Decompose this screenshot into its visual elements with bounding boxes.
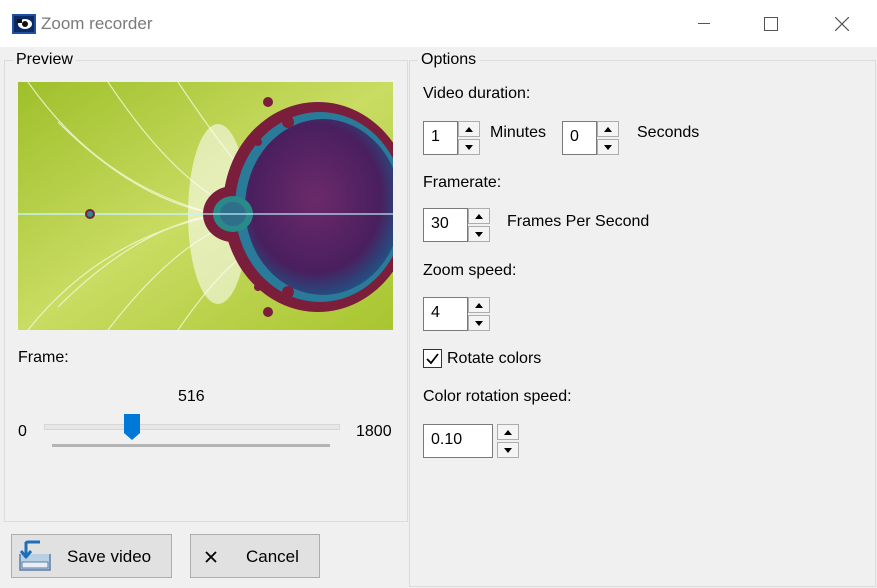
- seconds-label: Seconds: [637, 124, 700, 141]
- framerate-spinner[interactable]: [468, 208, 490, 242]
- checkmark-icon: [426, 353, 439, 365]
- close-button[interactable]: [813, 0, 871, 47]
- rotate-colors-checkbox[interactable]: [423, 349, 442, 368]
- framerate-up-button[interactable]: [468, 208, 490, 224]
- arrow-up-icon: [604, 126, 612, 132]
- color-rotation-speed-up-button[interactable]: [497, 424, 519, 440]
- save-video-button[interactable]: Save video: [11, 534, 172, 578]
- slider-max-label: 1800: [356, 423, 392, 440]
- minutes-input[interactable]: 1: [423, 121, 458, 155]
- slider-min-label: 0: [18, 423, 27, 440]
- arrow-down-icon: [475, 320, 483, 326]
- frame-slider-track[interactable]: [44, 424, 340, 430]
- save-video-label: Save video: [67, 547, 152, 566]
- app-icon: [12, 14, 36, 34]
- framerate-label: Framerate:: [423, 174, 502, 191]
- minimize-button[interactable]: [675, 0, 733, 47]
- fps-label: Frames Per Second: [507, 213, 650, 230]
- frame-slider-thumb[interactable]: [123, 413, 141, 441]
- color-rotation-speed-down-button[interactable]: [497, 442, 519, 458]
- zoom-speed-spinner[interactable]: [468, 297, 490, 331]
- options-group-label: Options: [418, 51, 480, 69]
- frame-label: Frame:: [18, 349, 69, 366]
- seconds-down-button[interactable]: [597, 139, 619, 155]
- close-icon: [835, 16, 849, 31]
- maximize-button[interactable]: [742, 0, 800, 47]
- arrow-up-icon: [475, 302, 483, 308]
- fractal-preview-image: [18, 81, 413, 331]
- zoom-speed-label: Zoom speed:: [423, 262, 517, 279]
- preview-group: [4, 60, 408, 522]
- window-title: Zoom recorder: [41, 14, 153, 33]
- cancel-x-icon: [205, 551, 217, 563]
- options-group: [409, 60, 876, 587]
- arrow-down-icon: [465, 144, 473, 150]
- zoom-speed-up-button[interactable]: [468, 297, 490, 313]
- arrow-up-icon: [504, 429, 512, 435]
- framerate-input[interactable]: 30: [423, 208, 468, 242]
- save-video-icon: [19, 540, 51, 571]
- minutes-down-button[interactable]: [458, 139, 480, 155]
- minutes-spinner[interactable]: [458, 121, 480, 155]
- zoom-speed-input[interactable]: 4: [423, 297, 468, 331]
- seconds-input[interactable]: 0: [562, 121, 597, 155]
- zoom-speed-down-button[interactable]: [468, 315, 490, 331]
- color-rotation-speed-input[interactable]: 0.10: [423, 424, 493, 458]
- rotate-colors-label[interactable]: Rotate colors: [447, 350, 542, 367]
- maximize-icon: [764, 16, 778, 31]
- seconds-up-button[interactable]: [597, 121, 619, 137]
- title-bar[interactable]: Zoom recorder: [0, 0, 877, 47]
- arrow-down-icon: [475, 231, 483, 237]
- framerate-down-button[interactable]: [468, 226, 490, 242]
- frame-value: 516: [178, 388, 205, 405]
- arrow-up-icon: [465, 126, 473, 132]
- arrow-down-icon: [604, 144, 612, 150]
- minutes-label: Minutes: [490, 124, 547, 141]
- seconds-spinner[interactable]: [597, 121, 619, 155]
- cancel-button[interactable]: Cancel: [190, 534, 320, 578]
- video-duration-label: Video duration:: [423, 85, 531, 102]
- minimize-icon: [698, 22, 710, 24]
- cancel-label: Cancel: [246, 547, 299, 566]
- arrow-down-icon: [504, 447, 512, 453]
- preview-group-label: Preview: [13, 51, 76, 69]
- color-rotation-speed-label: Color rotation speed:: [423, 388, 572, 405]
- frame-slider-tick-bar: [52, 444, 330, 447]
- arrow-up-icon: [475, 213, 483, 219]
- color-rotation-speed-spinner[interactable]: [497, 424, 519, 458]
- minutes-up-button[interactable]: [458, 121, 480, 137]
